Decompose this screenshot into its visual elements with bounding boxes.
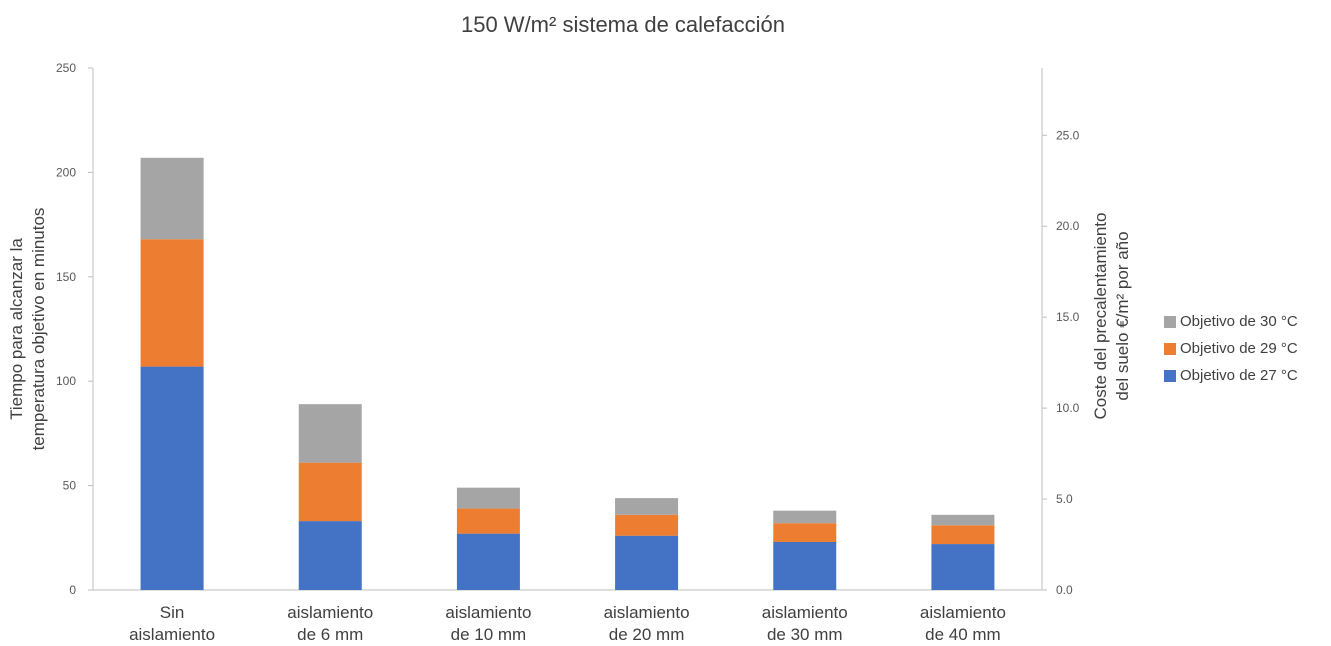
y-axis-title: Tiempo para alcanzar la temperatura objet… [7,208,48,451]
legend-item: Objetivo de 29 °C [1164,335,1298,362]
bar-segment [298,521,362,590]
legend-swatch [1164,369,1176,382]
bar-segment [140,366,204,590]
bar-segment [140,239,204,367]
bar-segment [773,541,837,590]
y2-tick-label: 10.0 [1056,401,1080,415]
y-tick-label: 250 [56,61,76,75]
bar-segment [298,462,362,522]
chart-title: 150 W/m² sistema de calefacción [460,12,786,37]
bar-segment [615,514,679,536]
bar-segment [456,508,520,534]
y2-tick-label: 20.0 [1056,219,1080,233]
legend-item: Objetivo de 27 °C [1164,362,1298,389]
legend-label: Objetivo de 29 °C [1180,340,1298,357]
x-tick-label: aislamiento de 6 mm [287,603,373,644]
y-tick-label: 50 [63,479,77,493]
x-tick-label: aislamiento de 40 mm [920,603,1006,644]
legend-swatch [1164,342,1176,355]
y2-axis-title: Coste del precalentamiento del suelo €/m²… [1091,213,1132,420]
y-tick-label: 150 [56,270,76,284]
bar-segment [931,525,995,545]
legend-label: Objetivo de 30 °C [1180,313,1298,330]
bar-segment [773,510,837,524]
bar-segment [298,404,362,463]
y2-tick-label: 25.0 [1056,128,1080,142]
x-tick-label: aislamiento de 30 mm [762,603,848,644]
bar-segment [140,157,204,240]
y2-tick-label: 15.0 [1056,310,1080,324]
axes [88,67,1047,591]
x-tick-label: aislamiento de 20 mm [604,603,690,644]
x-tick-label: Sin aislamiento [129,603,215,644]
legend-item: Objetivo de 30 °C [1164,308,1298,335]
y-tick-label: 100 [56,374,76,388]
bars [140,157,995,590]
bar-segment [615,498,679,515]
y2-tick-label: 0.0 [1056,583,1073,597]
bar-segment [931,514,995,526]
y2-tick-label: 5.0 [1056,492,1073,506]
bar-segment [456,533,520,590]
bar-segment [456,487,520,509]
x-tick-label: aislamiento de 10 mm [445,603,531,644]
y-tick-label: 200 [56,165,76,179]
y-tick-label: 0 [69,583,76,597]
legend-label: Objetivo de 27 °C [1180,367,1298,384]
bar-segment [773,523,837,542]
bar-segment [615,535,679,590]
legend-swatch [1164,315,1176,328]
bar-segment [931,544,995,590]
labels: 0 50 100 150 200 250 0.0 5.0 10.0 15.0 20.0 25.0 Sin… [7,61,1132,644]
legend: Objetivo de 30 °C Objetivo de 29 °C Objeti… [1164,308,1298,389]
